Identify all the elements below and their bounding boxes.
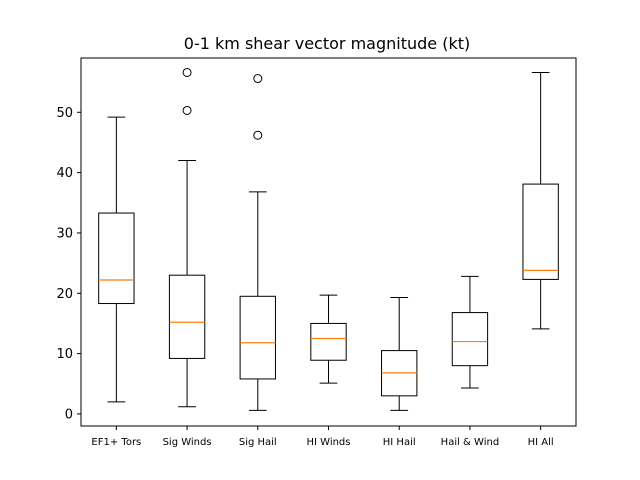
- chart-title: 0-1 km shear vector magnitude (kt): [184, 34, 470, 53]
- x-tick-label: EF1+ Tors: [91, 437, 141, 448]
- box-group: [381, 297, 418, 411]
- box-group: [522, 71, 559, 330]
- box-group: [168, 67, 206, 408]
- iqr-box: [98, 212, 135, 305]
- x-tick-label: HI Hail: [383, 437, 416, 448]
- iqr-box: [522, 183, 559, 280]
- y-tick-label: 30: [56, 226, 73, 241]
- box-group: [451, 275, 489, 389]
- y-tick-label: 20: [56, 287, 73, 302]
- iqr-box: [239, 295, 276, 380]
- y-tick-label: 40: [56, 166, 73, 181]
- y-axis: 0 10 20 30 40 50: [56, 106, 81, 422]
- x-axis: EF1+ Tors Sig Winds Sig Hail HI Winds HI Hai…: [91, 426, 554, 448]
- outlier-point: [253, 74, 263, 84]
- iqr-box: [168, 274, 206, 359]
- x-tick-label: Sig Winds: [163, 437, 212, 448]
- box-group: [310, 294, 347, 384]
- y-tick-label: 0: [65, 407, 73, 422]
- boxes-layer: [98, 67, 559, 411]
- x-tick-label: HI All: [528, 437, 554, 448]
- x-tick-label: Hail & Wind: [441, 437, 500, 448]
- box-group: [239, 74, 276, 411]
- outlier-point: [182, 105, 192, 115]
- y-tick-label: 50: [56, 106, 73, 121]
- x-tick-label: Sig Hail: [239, 437, 277, 448]
- outlier-point: [253, 130, 263, 140]
- x-tick-label: HI Winds: [307, 437, 351, 448]
- outlier-point: [182, 67, 192, 77]
- iqr-box: [310, 322, 347, 361]
- box-group: [98, 116, 135, 403]
- y-tick-label: 10: [56, 347, 73, 362]
- iqr-box: [451, 312, 489, 367]
